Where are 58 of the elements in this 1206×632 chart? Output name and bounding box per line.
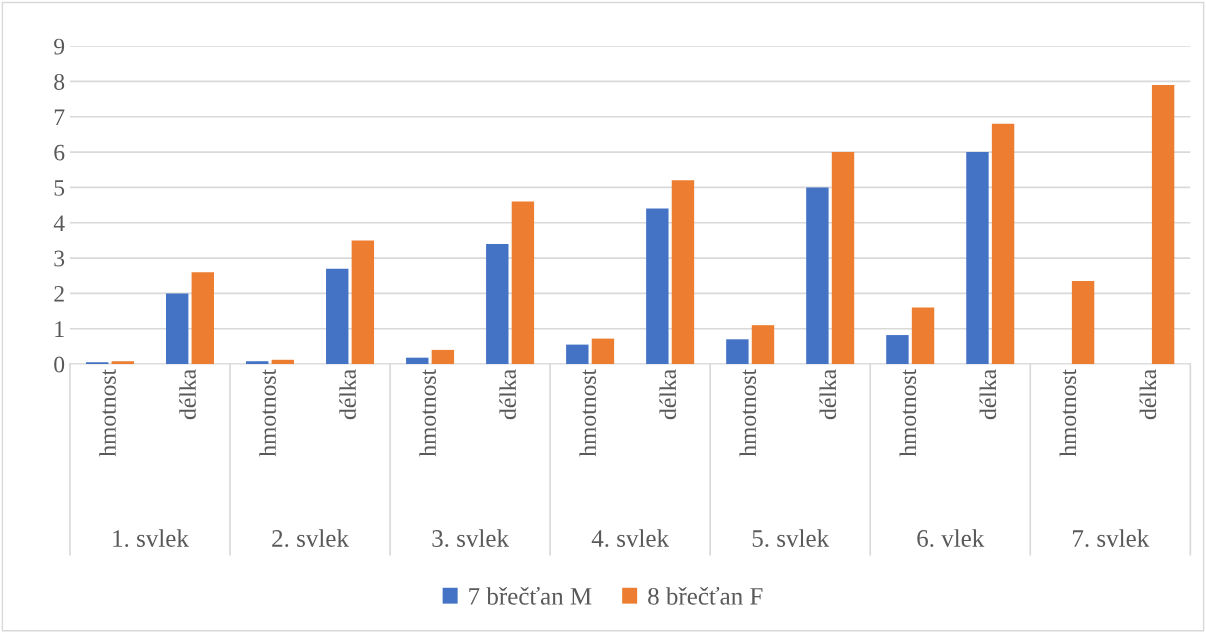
x-tick-label: délka	[1139, 369, 1157, 420]
bar	[326, 268, 349, 365]
x-tick-label: hmotnost	[259, 369, 276, 457]
bar	[111, 361, 134, 365]
bar	[566, 344, 589, 365]
text: 6. vlek	[917, 529, 985, 548]
y-tick-label: 8	[54, 73, 65, 90]
text: 5. svlek	[752, 529, 830, 548]
bar	[246, 361, 269, 365]
bar	[991, 123, 1015, 365]
y-tick-label: 6	[54, 144, 65, 161]
bar	[431, 349, 455, 365]
bar	[726, 339, 749, 365]
y-tick-label: 5	[54, 180, 65, 196]
y-tick-label: 0	[54, 356, 65, 373]
bar	[1071, 281, 1095, 365]
bar	[751, 325, 775, 365]
bar	[351, 240, 375, 365]
y-tick-label: 7	[54, 109, 65, 125]
bar	[486, 243, 509, 365]
bar	[886, 335, 909, 365]
text: 2. svlek	[272, 529, 349, 548]
bar	[911, 307, 935, 365]
x-tick-label: hmotnost	[419, 369, 436, 457]
y-tick-label: 3	[54, 250, 65, 267]
x-tick-label: hmotnost	[99, 369, 116, 457]
y-tick-label: 2	[54, 285, 64, 302]
text: 1. svlek	[113, 529, 189, 548]
y-tick-label: 4	[53, 215, 65, 231]
x-tick-label: délka	[179, 369, 196, 420]
x-tick-label: hmotnost	[899, 369, 917, 457]
x-tick-label: hmotnost	[739, 369, 757, 457]
bar	[511, 201, 535, 365]
y-tick-label: 1	[55, 321, 64, 337]
bar	[831, 152, 855, 365]
bar	[671, 180, 695, 365]
x-tick-label: hmotnost	[1059, 369, 1077, 457]
legend-label: 7 břečťan M	[469, 586, 592, 605]
legend-label: 8 břečťan F	[648, 586, 763, 605]
text: 7. svlek	[1073, 529, 1150, 548]
x-tick-label: délka	[339, 369, 356, 420]
text: 3. svlek	[432, 529, 509, 548]
bar	[191, 272, 214, 365]
x-tick-label: délka	[499, 369, 517, 420]
bar	[1151, 84, 1175, 365]
bar	[966, 152, 989, 365]
bar	[806, 187, 829, 365]
x-tick-label: hmotnost	[579, 369, 597, 457]
x-tick-label: délka	[979, 369, 997, 420]
bar	[406, 357, 429, 365]
bar	[591, 338, 615, 365]
y-tick-label: 9	[54, 38, 65, 55]
bar	[165, 293, 189, 365]
x-tick-label: délka	[659, 369, 677, 420]
x-tick-label: délka	[819, 369, 837, 420]
bar	[646, 208, 669, 365]
text: 4. svlek	[591, 529, 670, 548]
bar	[271, 359, 295, 365]
